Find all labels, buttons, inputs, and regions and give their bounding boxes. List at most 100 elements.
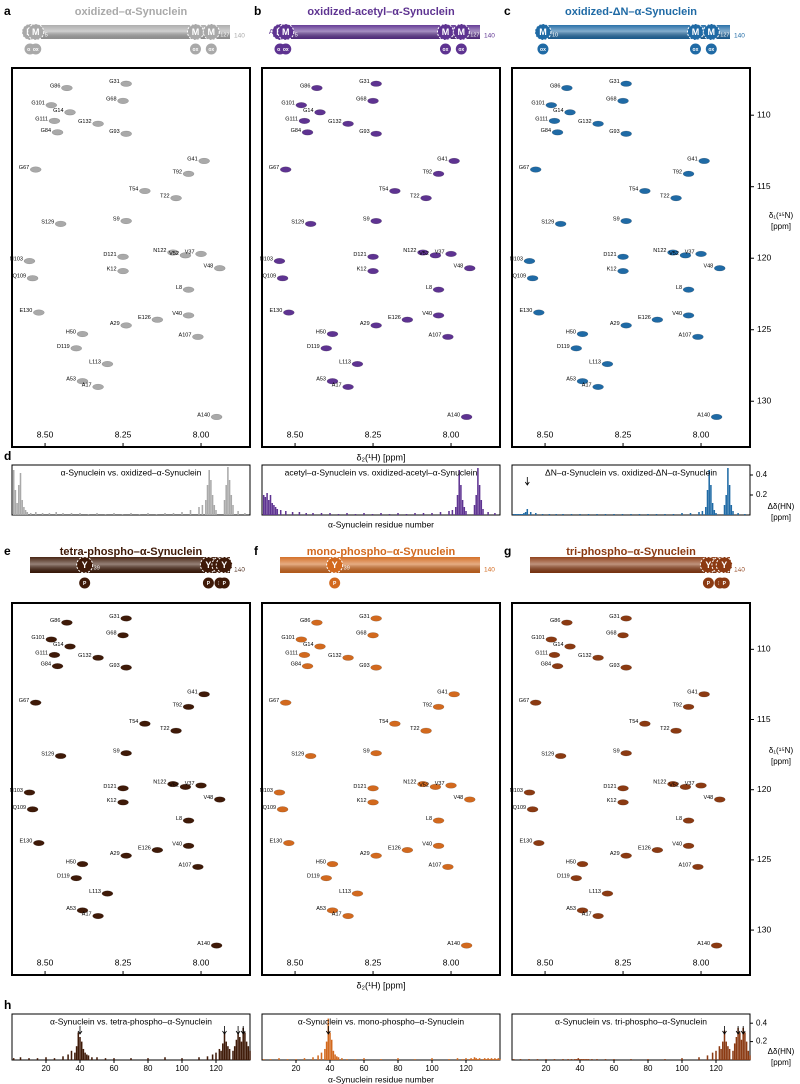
peak-label: G101 bbox=[31, 635, 44, 641]
peak bbox=[432, 703, 445, 710]
peak-label: A140 bbox=[697, 941, 710, 947]
sequence-end: 140 bbox=[734, 567, 745, 574]
bar bbox=[689, 513, 692, 515]
peak bbox=[698, 691, 710, 698]
peak bbox=[320, 875, 333, 882]
peak bbox=[448, 157, 460, 165]
bar bbox=[298, 512, 301, 515]
arrow bbox=[735, 1026, 741, 1035]
peak-label: G31 bbox=[359, 79, 369, 85]
peak-label: G31 bbox=[609, 614, 619, 620]
bar bbox=[262, 495, 265, 515]
peak bbox=[326, 378, 339, 385]
modification-badge bbox=[189, 43, 201, 55]
peak-label: L113 bbox=[339, 889, 351, 895]
peak bbox=[370, 615, 382, 622]
bar bbox=[492, 1059, 494, 1060]
y-axis-label: δ₁(¹⁵N) bbox=[769, 211, 794, 220]
peak-label: N122 bbox=[403, 780, 416, 786]
modification-badge bbox=[455, 43, 467, 55]
bar bbox=[529, 512, 532, 515]
bar bbox=[237, 511, 239, 515]
peak bbox=[526, 806, 539, 813]
peak bbox=[298, 117, 311, 124]
bar bbox=[456, 1058, 459, 1060]
peak bbox=[463, 265, 476, 272]
peak-label: V52 bbox=[419, 782, 429, 788]
modification-badge bbox=[329, 577, 341, 589]
x-tick-label: 8.25 bbox=[615, 957, 632, 967]
bar bbox=[223, 500, 226, 515]
bar bbox=[749, 1055, 751, 1060]
bar bbox=[570, 514, 573, 515]
peak-label: V37 bbox=[435, 249, 445, 255]
peak-label: T22 bbox=[660, 726, 669, 732]
bar bbox=[630, 1059, 632, 1060]
y-axis-label: Δδ(HN) bbox=[768, 1047, 795, 1056]
bar bbox=[414, 513, 416, 515]
peak-label: L113 bbox=[89, 889, 101, 895]
peak bbox=[601, 360, 614, 368]
peak-label: A140 bbox=[447, 412, 460, 418]
peak bbox=[617, 97, 629, 104]
panel-letter: e bbox=[4, 544, 11, 558]
bar bbox=[35, 512, 37, 515]
peak bbox=[342, 120, 354, 127]
peak-label: A53 bbox=[316, 906, 326, 912]
bar bbox=[70, 513, 73, 515]
peak-label: L113 bbox=[589, 360, 601, 366]
bar bbox=[494, 1058, 496, 1060]
bar bbox=[523, 513, 525, 515]
peak bbox=[401, 847, 414, 854]
bar bbox=[28, 1058, 30, 1060]
bar bbox=[562, 1059, 564, 1060]
peak-label: G111 bbox=[535, 650, 548, 656]
badge-label: ox bbox=[458, 47, 464, 53]
peak-label: E130 bbox=[19, 838, 32, 844]
residue-marker bbox=[215, 556, 233, 574]
peak-label: A17 bbox=[82, 911, 92, 917]
peak-label: V40 bbox=[172, 841, 182, 847]
x-tick-label: 20 bbox=[42, 1064, 51, 1073]
bar bbox=[266, 493, 268, 515]
residue-letter: M bbox=[282, 27, 290, 37]
peak-label: S9 bbox=[113, 749, 120, 755]
bar bbox=[380, 513, 382, 515]
peak-label: G67 bbox=[269, 698, 279, 704]
peak bbox=[48, 117, 61, 124]
peak bbox=[442, 333, 454, 340]
bar bbox=[582, 1059, 585, 1060]
badge-label: ox bbox=[27, 47, 33, 53]
peak-label: A53 bbox=[316, 377, 326, 383]
peak bbox=[682, 703, 695, 710]
peak bbox=[692, 863, 704, 870]
chart-title: α-Synuclein vs. mono-phospho–α-Synuclein bbox=[298, 1016, 464, 1026]
peak-label: N122 bbox=[153, 780, 166, 786]
bar bbox=[562, 514, 564, 515]
peak bbox=[179, 783, 192, 790]
bar bbox=[468, 1059, 471, 1060]
x-axis-label: α-Synuclein residue number bbox=[328, 519, 434, 529]
peak-label: H50 bbox=[316, 860, 326, 866]
peak bbox=[101, 360, 114, 368]
peak-label: T22 bbox=[410, 194, 419, 200]
peak bbox=[533, 309, 545, 316]
peak bbox=[367, 799, 379, 806]
residue-marker bbox=[202, 23, 220, 41]
x-tick-label: 8.25 bbox=[365, 429, 382, 439]
peak-label: K12 bbox=[107, 798, 117, 804]
peak-label: A29 bbox=[110, 321, 120, 327]
peak bbox=[367, 253, 379, 260]
peak-label: A140 bbox=[447, 941, 460, 947]
peak bbox=[682, 842, 695, 849]
bar bbox=[19, 1057, 22, 1060]
peak bbox=[51, 663, 64, 670]
bar bbox=[647, 514, 649, 515]
bar bbox=[465, 1058, 467, 1060]
bar bbox=[698, 1057, 700, 1060]
peak bbox=[120, 322, 132, 329]
peak bbox=[70, 875, 83, 882]
peak-label: V48 bbox=[453, 264, 463, 270]
arrow bbox=[77, 1026, 83, 1035]
peak-label: H50 bbox=[316, 329, 326, 335]
